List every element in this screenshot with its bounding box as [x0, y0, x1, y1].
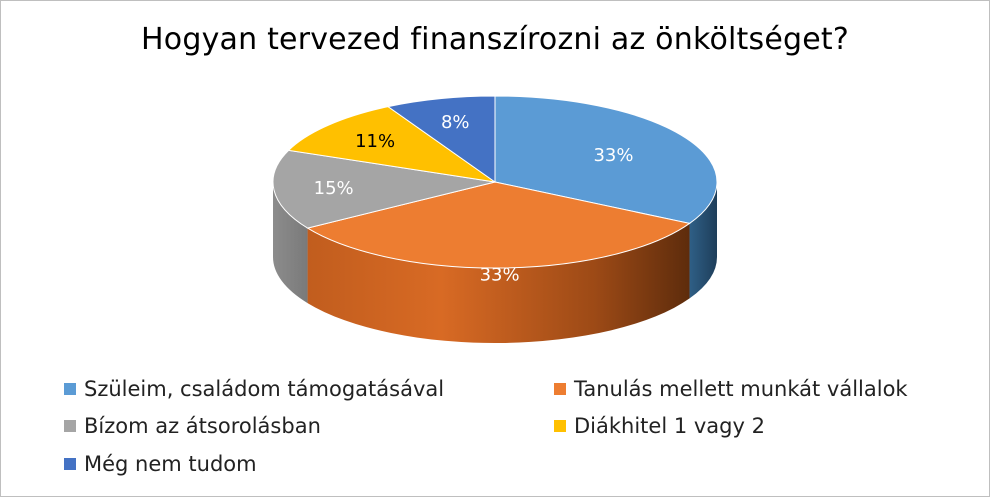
- data-label-4: 8%: [441, 112, 470, 133]
- data-label-1: 33%: [480, 265, 520, 286]
- legend-item-bizom: Bízom az átsorolásban: [64, 414, 321, 438]
- pie-side-2: [273, 182, 308, 304]
- legend-label: Tanulás mellett munkát vállalok: [574, 377, 908, 401]
- legend-label: Szüleim, családom támogatásával: [84, 377, 445, 401]
- legend-item-diakhitel: Diákhitel 1 vagy 2: [554, 414, 765, 438]
- data-label-2: 15%: [314, 178, 354, 199]
- pie-sides: [273, 182, 717, 343]
- legend-item-meg-nem-tudom: Még nem tudom: [64, 452, 257, 476]
- pie-slice-0: [494, 95, 718, 224]
- legend-item-szuleim: Szüleim, családom támogatásával: [64, 377, 444, 401]
- pie-labels: 33% 33% 15% 11% 8%: [314, 112, 634, 286]
- pie-top: [272, 95, 718, 269]
- legend-label: Még nem tudom: [84, 452, 257, 476]
- data-label-3: 11%: [355, 131, 395, 152]
- pie-slice-3: [287, 106, 496, 183]
- pie-slice-2: [272, 149, 496, 229]
- legend-item-tanulas: Tanulás mellett munkát vállalok: [554, 377, 908, 401]
- legend-swatch: [64, 458, 76, 470]
- legend-swatch: [64, 420, 76, 432]
- legend-label: Diákhitel 1 vagy 2: [574, 414, 765, 438]
- legend: Szüleim, családom támogatásával Tanulás …: [0, 372, 990, 492]
- legend-swatch: [554, 383, 566, 395]
- pie-side-0: [689, 182, 717, 299]
- legend-swatch: [64, 383, 76, 395]
- data-label-0: 33%: [593, 145, 633, 166]
- chart-title: Hogyan tervezed finanszírozni az önkölts…: [141, 22, 849, 57]
- pie-slice-1: [306, 181, 691, 269]
- legend-label: Bízom az átsorolásban: [84, 414, 321, 438]
- pie-side-1: [307, 223, 690, 343]
- legend-swatch: [554, 420, 566, 432]
- pie-slice-4: [386, 95, 496, 183]
